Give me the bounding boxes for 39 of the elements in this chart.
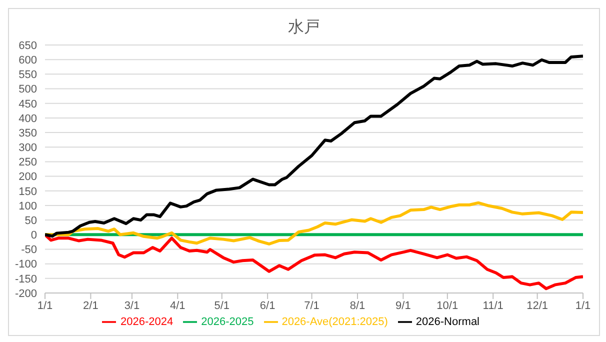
chart-title: 水戸 — [287, 18, 321, 38]
y-tick-label: -50 — [21, 244, 37, 256]
x-tick-label: 11/1 — [482, 300, 504, 312]
legend-label: 2026-Normal — [416, 316, 480, 328]
y-tick-label: 600 — [18, 54, 37, 66]
y-tick-label: -150 — [14, 273, 37, 286]
y-tick-label: -100 — [14, 258, 37, 271]
y-tick-label: 100 — [18, 200, 37, 212]
y-tick-label: 150 — [18, 186, 37, 198]
x-tick-label: 5/1 — [214, 300, 230, 312]
x-tick-label: 3/1 — [124, 300, 140, 312]
y-tick-label: 0 — [30, 230, 37, 242]
x-tick-label: 7/1 — [304, 300, 320, 312]
x-tick-label: 6/1 — [260, 300, 276, 312]
y-tick-label: 650 — [18, 40, 37, 52]
y-tick-label: 400 — [18, 112, 37, 125]
legend-label: 2026-2024 — [120, 316, 174, 328]
x-tick-label: 8/1 — [350, 300, 366, 312]
x-tick-label: 9/1 — [396, 300, 411, 312]
line-series — [45, 233, 583, 290]
line-series — [45, 54, 583, 238]
line-series — [45, 201, 583, 246]
y-tick-label: 300 — [18, 142, 37, 154]
legend-label: 2026-2025 — [201, 316, 254, 328]
y-tick-label: 500 — [18, 84, 37, 96]
y-tick-label: 550 — [18, 69, 37, 82]
x-tick-label: 1/1 — [575, 300, 591, 312]
legend-label: 2026-Ave(2021:2025) — [282, 316, 388, 328]
y-tick-label: 250 — [18, 156, 37, 169]
y-tick-label: 350 — [18, 127, 37, 140]
x-tick-label: 12/1 — [526, 300, 548, 312]
x-tick-label: 2/1 — [83, 300, 98, 312]
x-tick-label: 10/1 — [436, 300, 458, 312]
x-tick-label: 4/1 — [170, 300, 186, 312]
y-tick-label: 450 — [18, 98, 37, 110]
y-tick-label: 200 — [18, 171, 37, 184]
y-tick-label: 50 — [24, 214, 37, 227]
y-tick-label: -200 — [14, 288, 37, 300]
x-tick-label: 1/1 — [37, 300, 53, 312]
